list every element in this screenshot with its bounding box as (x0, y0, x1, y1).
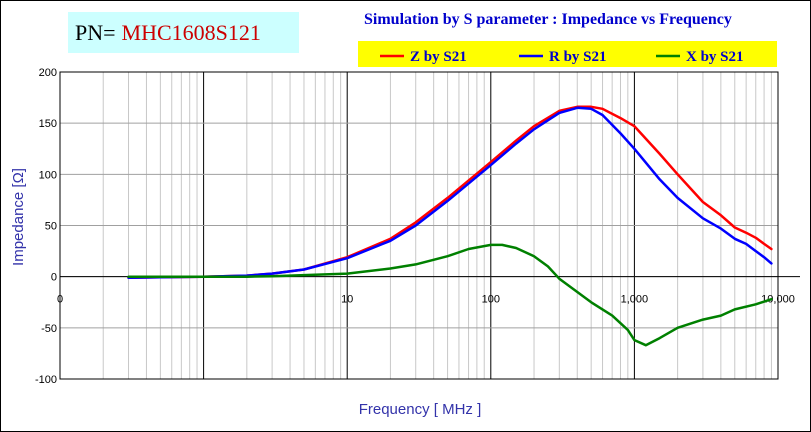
legend-entries: Z by S21 R by S21 X by S21 (380, 49, 744, 65)
legend-label: X by S21 (686, 49, 744, 65)
y-tick-labels: -100 -50 0 50 100 150 200 (35, 67, 57, 386)
part-number-value: MHC1608S121 (121, 19, 261, 45)
part-number-box: PN= MHC1608S121 (68, 12, 299, 53)
legend-label: Z by S21 (410, 49, 467, 65)
y-axis-title: Impedance [Ω] (10, 168, 27, 266)
y-tick-label: -100 (35, 374, 57, 386)
plot-area-border (59, 71, 779, 380)
y-tick-label: 0 (51, 272, 57, 284)
y-tick-label: 100 (39, 169, 57, 181)
series-line-x (127, 243, 773, 347)
legend-label: R by S21 (549, 49, 607, 65)
legend (358, 41, 777, 67)
y-tick-label: 50 (45, 221, 57, 233)
x-tick-label: 0 (57, 294, 63, 306)
series-line-z (127, 105, 773, 279)
x-axis-title: Frequency [ MHz ] (359, 401, 482, 418)
x-tick-label: 10 (341, 294, 353, 306)
chart-title: Simulation by S parameter : Impedance vs… (364, 11, 732, 28)
y-tick-label: -50 (41, 323, 57, 335)
series-line-r (127, 106, 773, 279)
y-tick-label: 150 (39, 118, 57, 130)
x-tick-label: 100 (482, 294, 500, 306)
x-tick-label: 1,000 (621, 294, 649, 306)
y-tick-label: 200 (39, 67, 57, 79)
x-tick-labels: 0 10 100 1,000 10,000 (57, 294, 795, 306)
series (127, 105, 773, 347)
part-number-label: PN= (75, 19, 116, 45)
x-tick-label: 10,000 (761, 294, 795, 306)
